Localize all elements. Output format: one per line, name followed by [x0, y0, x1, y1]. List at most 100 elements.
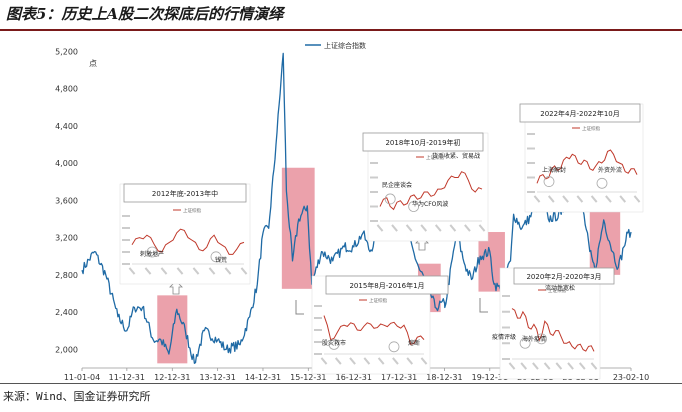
figure-title: 图表5：历史上A股二次探底后的行情演绎 [6, 5, 284, 23]
inset-x-tick [434, 224, 442, 232]
inset-x-tick [464, 224, 471, 232]
inset-x-tick [144, 267, 152, 275]
event-circle-marker [384, 193, 396, 205]
inset-title: 2015年8月-2016年1月 [349, 281, 424, 290]
inset-event-note: 外资外流 [598, 166, 622, 174]
inset-series-line [323, 315, 425, 346]
inset-legend-label: 上证综指 [548, 287, 566, 294]
inset-title: 2020年2月-2020年3月 [526, 272, 601, 281]
inset-y-tick [314, 353, 322, 355]
inset-event-note: 疫情评级 [492, 333, 516, 341]
inset-event-note: 华为CFO风波 [412, 200, 448, 208]
x-tick-label: 16-12-31 [336, 373, 372, 382]
inset-y-tick [527, 162, 535, 164]
inset-legend-label: 上证综指 [582, 125, 600, 132]
x-tick-label: 19-12-31 [472, 373, 508, 382]
y-tick-label: 2,800 [55, 271, 78, 280]
inset-y-tick [314, 317, 322, 319]
inset-title-box [325, 275, 449, 295]
inset-x-tick [391, 224, 398, 232]
inset-y-tick [527, 176, 535, 179]
inset-x-tick [576, 195, 584, 203]
source-rule [0, 383, 682, 384]
y-axis-unit-label: 点 [89, 59, 97, 68]
x-tick-label: 12-12-31 [154, 373, 190, 382]
inset-x-tick [578, 362, 586, 370]
inset-x-tick [392, 357, 399, 365]
event-circle-marker [210, 251, 222, 263]
inset-y-tick [314, 341, 322, 343]
x-tick-label: 23-02-10 [613, 373, 649, 382]
inset-series-line [511, 308, 595, 352]
inset-y-tick [122, 227, 130, 229]
inset-y-tick [370, 220, 378, 222]
x-tick-label: 15-12-31 [290, 373, 326, 382]
y-tick-label: 4,400 [55, 122, 78, 131]
inset-legend-label: 上证综指 [369, 297, 387, 304]
event-circle-marker [328, 338, 340, 350]
inset-title: 2022年4月-2022年10月 [540, 109, 620, 118]
inset-y-tick [314, 329, 322, 331]
inset-series-line [536, 149, 638, 184]
inset-event-note: 股灾救市 [322, 339, 346, 347]
inset-x-tick [449, 224, 457, 232]
inset-y-tick [314, 305, 322, 307]
inset-x-tick [567, 362, 574, 370]
inset-x-tick [533, 195, 541, 203]
inset-title-box [513, 267, 615, 285]
inset-event-note: 海外疫情 [522, 335, 546, 343]
inset-title: 2012年底-2013年中 [152, 189, 218, 198]
inset-x-tick [376, 224, 384, 232]
inset-x-tick [633, 195, 641, 203]
inset-event-note: 货币收紧、贸易战 [432, 152, 480, 160]
inset-x-tick [320, 357, 328, 365]
event-circle-marker [519, 337, 531, 349]
x-tick-label: 17-12-31 [381, 373, 417, 382]
inset-x-tick [508, 362, 516, 370]
x-tick-label: 11-01-04 [64, 373, 100, 382]
inset-legend-label: 上证综指 [426, 154, 444, 161]
inset-x-tick [240, 267, 248, 275]
inset-series-line [131, 228, 245, 255]
inset-x-tick [478, 224, 486, 232]
y-tick-label: 4,800 [55, 85, 78, 94]
x-tick-label: 18-12-31 [426, 373, 462, 382]
connector-line [479, 298, 488, 313]
inset-event-note: 上海解封 [542, 166, 566, 174]
inset-title: 2018年10月-2019年初 [385, 138, 460, 147]
inset-title-box [519, 103, 641, 123]
inset-x-tick [176, 267, 184, 275]
inset-title-box [123, 183, 247, 203]
event-circle-marker [408, 201, 420, 212]
source-note: 来源：Wind、国金证券研究所 [3, 390, 151, 403]
inset-x-tick [192, 267, 200, 275]
event-circle-marker [596, 177, 608, 189]
y-tick-label: 2,400 [55, 308, 78, 317]
inset-x-tick [420, 224, 428, 232]
inset-y-tick [122, 251, 130, 253]
inset-x-tick [377, 357, 385, 365]
x-tick-label: 14-12-31 [245, 373, 281, 382]
x-tick-label: 13-12-31 [199, 373, 235, 382]
inset-x-tick [349, 357, 356, 365]
x-tick-label: 11-12-31 [109, 373, 145, 382]
inset-y-tick [370, 205, 378, 208]
inset-y-tick [122, 263, 130, 265]
inset-x-tick [532, 362, 539, 370]
inset-y-tick [502, 310, 510, 313]
y-tick-label: 2,000 [55, 345, 78, 354]
inset-panel [499, 267, 601, 380]
inset-x-tick [405, 224, 413, 232]
inset-y-tick [527, 147, 535, 150]
title-rule [0, 29, 682, 31]
inset-series-line [379, 171, 483, 211]
inset-x-tick [128, 267, 136, 275]
inset-y-tick [122, 215, 130, 217]
inset-event-note: 民企座谈会 [382, 181, 412, 189]
inset-y-tick [527, 191, 535, 193]
inset-x-tick [590, 195, 598, 203]
inset-charts: 2012年底-2013年中上证综指2015年8月-2016年1月上证综指2018… [119, 103, 644, 380]
inset-y-tick [370, 176, 378, 179]
